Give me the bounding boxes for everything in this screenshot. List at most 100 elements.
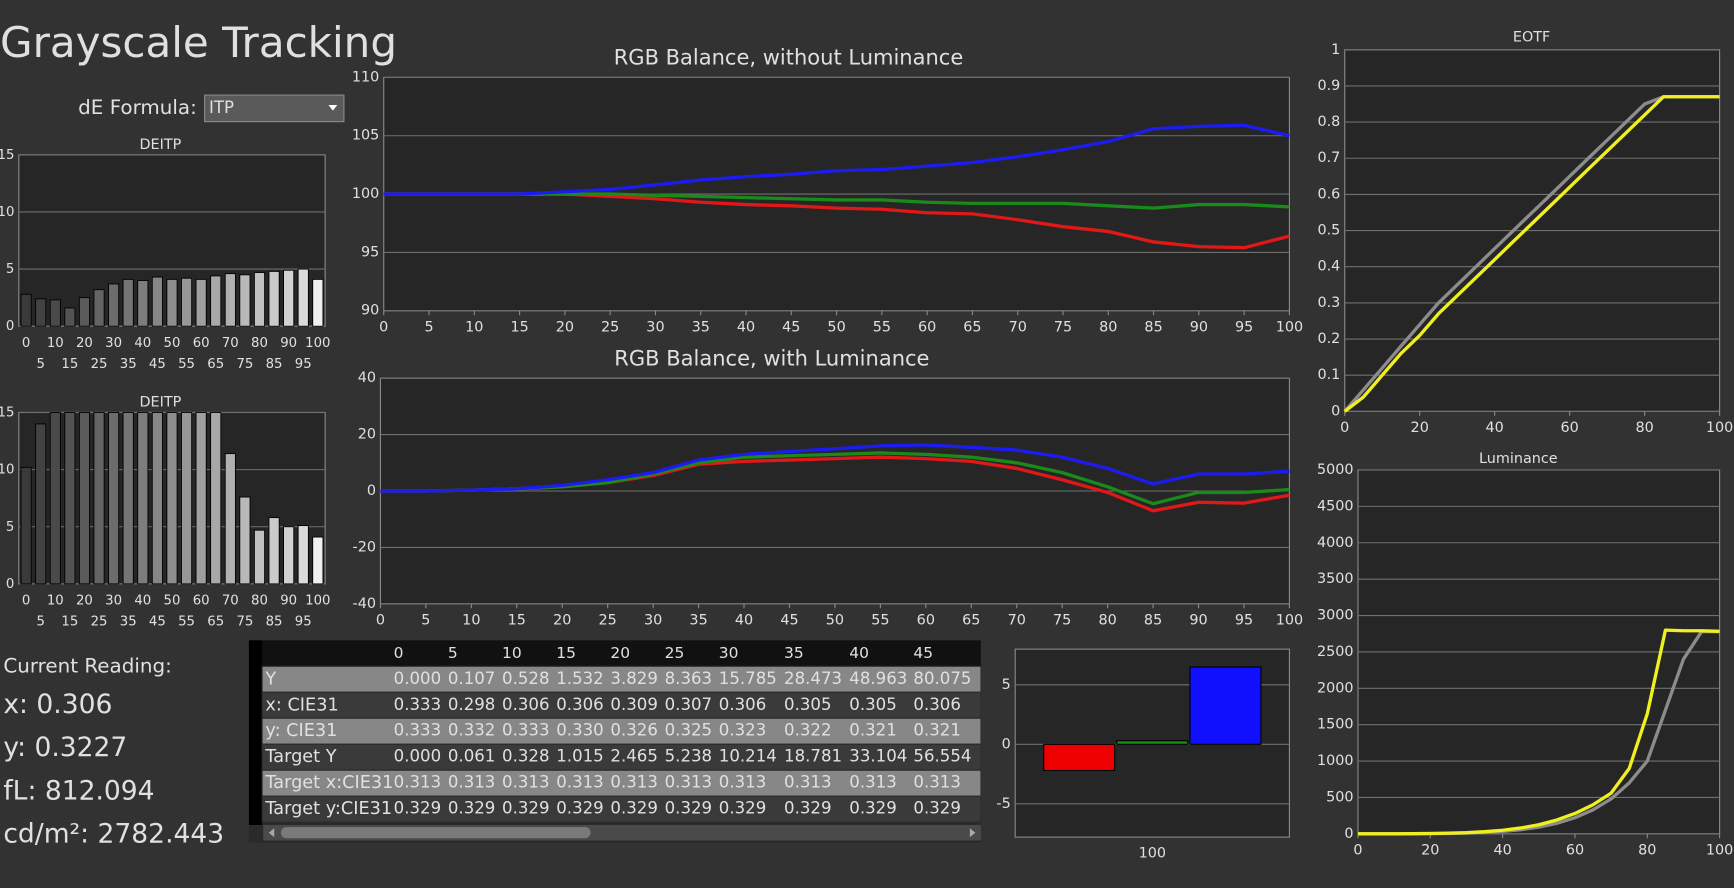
y-tick-label: 0.4 bbox=[1317, 259, 1340, 275]
x-tick-label: 90 bbox=[280, 336, 297, 351]
x-tick-label: 40 bbox=[735, 612, 753, 628]
chart: RGB Balance, without Luminance9095100105… bbox=[352, 45, 1303, 336]
cell: 0.306 bbox=[719, 695, 766, 714]
cell: 80.075 bbox=[913, 669, 971, 688]
table-header bbox=[248, 640, 981, 667]
x-tick-label: 5 bbox=[424, 319, 433, 335]
x-tick-label: 35 bbox=[692, 319, 710, 335]
x-tick-label: 40 bbox=[737, 319, 755, 335]
bar bbox=[122, 278, 134, 327]
y-tick-label: 0.9 bbox=[1317, 78, 1340, 94]
scrollbar[interactable] bbox=[263, 824, 981, 841]
x-tick-label: 25 bbox=[91, 614, 108, 629]
scroll-right[interactable] bbox=[969, 828, 976, 838]
y-tick-label: -20 bbox=[353, 539, 376, 555]
x-tick-label: 80 bbox=[251, 336, 268, 351]
bar bbox=[181, 277, 193, 327]
x-tick-label: 60 bbox=[918, 319, 936, 335]
bar bbox=[78, 412, 90, 585]
x-tick-label: 85 bbox=[1144, 319, 1162, 335]
x-tick-label: 45 bbox=[149, 614, 166, 629]
x-tick-label: 100 bbox=[305, 593, 330, 608]
bar bbox=[268, 517, 280, 585]
bar bbox=[297, 525, 309, 585]
cell: 28.473 bbox=[784, 669, 842, 688]
dropdown-arrow[interactable] bbox=[328, 105, 338, 111]
x-tick-label: 40 bbox=[134, 336, 151, 351]
y-tick-label: 110 bbox=[352, 69, 379, 85]
cell: 0.307 bbox=[665, 695, 712, 714]
y-tick-label: 0.3 bbox=[1317, 295, 1340, 311]
x-tick-label: 65 bbox=[963, 319, 981, 335]
y-tick-label: 0 bbox=[6, 319, 14, 334]
x-tick-label: 25 bbox=[601, 319, 619, 335]
table-row bbox=[261, 691, 981, 719]
x-tick-label: 100 bbox=[1276, 319, 1303, 335]
y-tick-label: 5 bbox=[6, 520, 14, 535]
cell: 2.465 bbox=[610, 747, 657, 766]
dropdown-value[interactable]: ITP bbox=[209, 98, 234, 117]
bar bbox=[312, 536, 324, 585]
cell: 0.313 bbox=[719, 773, 766, 792]
cell: 0.321 bbox=[913, 721, 960, 740]
x-tick-label: 40 bbox=[1486, 420, 1504, 436]
x-tick-label: 0 bbox=[22, 593, 30, 608]
y-tick-label: 3500 bbox=[1317, 571, 1354, 587]
scroll-left[interactable] bbox=[268, 828, 275, 838]
cell: 15.785 bbox=[719, 669, 777, 688]
column-header: 30 bbox=[719, 644, 739, 662]
x-tick-label: 20 bbox=[1421, 842, 1439, 858]
bar bbox=[20, 293, 32, 327]
x-tick-label: 95 bbox=[1235, 319, 1253, 335]
x-tick-label: 20 bbox=[76, 336, 93, 351]
x-tick-label: 0 bbox=[376, 612, 385, 628]
x-tick-label: 10 bbox=[462, 612, 480, 628]
column-header: 45 bbox=[913, 644, 933, 662]
x-tick-label: 65 bbox=[962, 612, 980, 628]
y-tick-label: 0.2 bbox=[1317, 331, 1340, 347]
x-tick-label: 25 bbox=[599, 612, 617, 628]
row-label: x: CIE31 bbox=[265, 695, 338, 715]
x-tick-label: 20 bbox=[76, 593, 93, 608]
cell: 0.000 bbox=[394, 669, 441, 688]
bar bbox=[210, 412, 222, 585]
cell: 0.305 bbox=[784, 695, 831, 714]
x-tick-label: 65 bbox=[207, 357, 224, 372]
cell: 56.554 bbox=[913, 747, 971, 766]
x-tick-label: 100 bbox=[1139, 846, 1166, 862]
x-tick-label: 90 bbox=[1190, 319, 1208, 335]
bar bbox=[78, 297, 90, 327]
x-tick-label: 40 bbox=[134, 593, 151, 608]
formula-dropdown[interactable]: ITP bbox=[204, 94, 345, 123]
cell: 0.107 bbox=[448, 669, 495, 688]
x-tick-label: 80 bbox=[1635, 420, 1653, 436]
x-tick-label: 0 bbox=[379, 319, 388, 335]
bar bbox=[20, 466, 32, 585]
series-line bbox=[1343, 95, 1720, 413]
scroll-thumb[interactable] bbox=[280, 827, 591, 839]
x-tick-label: 60 bbox=[193, 593, 210, 608]
y-tick-label: 5 bbox=[1002, 677, 1011, 693]
reading-line: x: 0.306 bbox=[3, 689, 112, 720]
cell: 0.313 bbox=[556, 773, 603, 792]
cell: 0.313 bbox=[502, 773, 549, 792]
series-line bbox=[383, 123, 1290, 196]
bar bbox=[93, 289, 105, 327]
cell: 0.328 bbox=[502, 747, 549, 766]
bar bbox=[49, 299, 61, 327]
x-tick-label: 85 bbox=[266, 614, 283, 629]
x-tick-label: 60 bbox=[1561, 420, 1579, 436]
x-tick-label: 80 bbox=[1638, 842, 1656, 858]
cell: 0.329 bbox=[719, 799, 766, 818]
bar bbox=[181, 412, 193, 585]
x-tick-label: 60 bbox=[1566, 842, 1584, 858]
row-label: Y bbox=[264, 669, 276, 689]
bar bbox=[283, 269, 295, 327]
dropdown-box[interactable] bbox=[204, 94, 345, 123]
chart: DEITP05101505101520253035404550556065707… bbox=[0, 395, 331, 630]
cell: 0.329 bbox=[849, 799, 896, 818]
column-header: 35 bbox=[784, 644, 804, 662]
x-tick-label: 30 bbox=[105, 593, 122, 608]
bar bbox=[108, 412, 120, 585]
reading-heading: Current Reading: bbox=[3, 654, 171, 677]
